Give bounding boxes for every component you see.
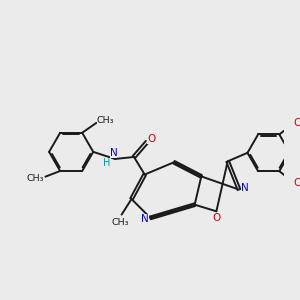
Text: O: O bbox=[294, 118, 300, 128]
Text: O: O bbox=[147, 134, 155, 144]
Text: N: N bbox=[141, 214, 149, 224]
Text: H: H bbox=[103, 158, 111, 168]
Text: O: O bbox=[294, 178, 300, 188]
Text: N: N bbox=[110, 148, 118, 158]
Text: N: N bbox=[242, 183, 249, 193]
Text: CH₃: CH₃ bbox=[26, 174, 44, 183]
Text: CH₃: CH₃ bbox=[97, 116, 114, 125]
Text: CH₃: CH₃ bbox=[111, 218, 129, 227]
Text: O: O bbox=[212, 212, 220, 223]
